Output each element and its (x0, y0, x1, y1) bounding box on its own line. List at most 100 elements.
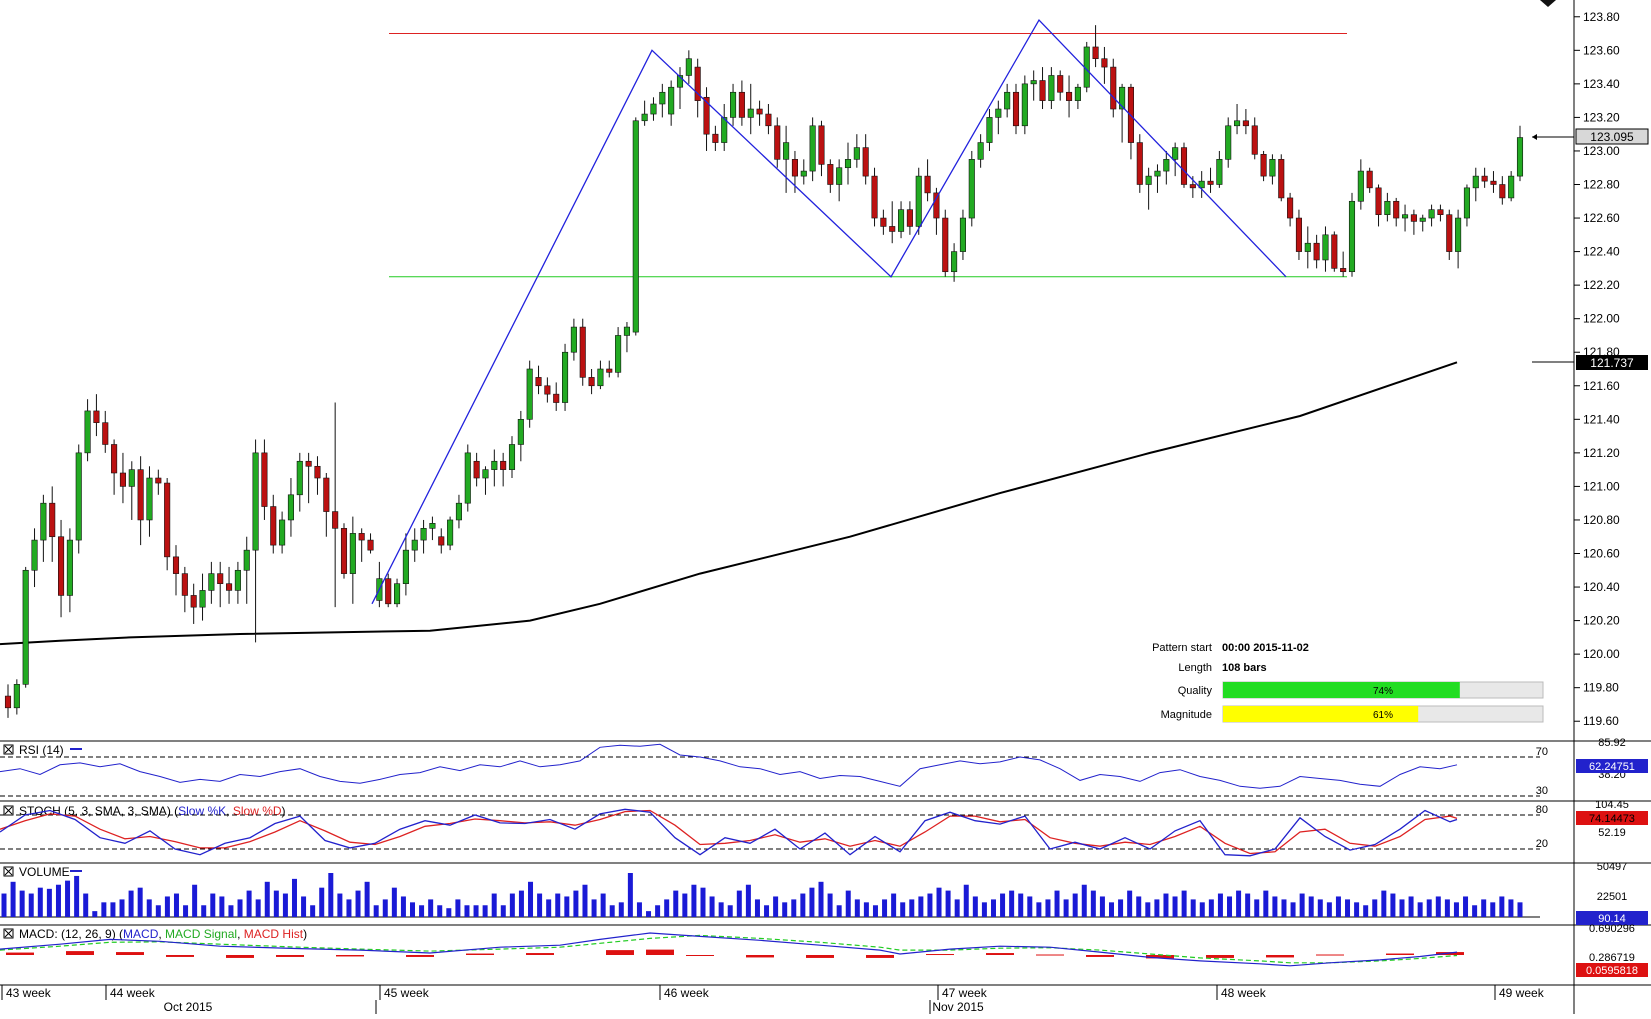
candle (676, 67, 684, 110)
macd-close-icon[interactable] (3, 928, 14, 939)
rsi-value-box (1576, 759, 1648, 773)
price-tick-label: 123.20 (1583, 110, 1620, 124)
volume-bar (872, 905, 878, 917)
candle (836, 159, 843, 202)
candle (1216, 150, 1223, 188)
macd-signal-line (0, 934, 1458, 964)
macd-hist-bar (1316, 954, 1344, 956)
candle (13, 679, 20, 715)
volume-bar (954, 899, 960, 917)
volume-bar (1136, 896, 1142, 917)
support-resistance-lines (389, 33, 1347, 278)
volume-bar (1127, 890, 1133, 917)
macd-hist-bar (226, 955, 254, 958)
price-tick-label: 122.40 (1583, 245, 1620, 259)
macd-hist-bar (986, 953, 1014, 955)
volume-bar (972, 896, 978, 917)
volume-bar (128, 890, 134, 917)
rsi-line (0, 743, 1458, 789)
macd-hist-bar (866, 955, 894, 958)
current-price-marker: 123.095 (1532, 128, 1649, 145)
volume-bar (1363, 905, 1369, 917)
candle (1119, 83, 1126, 143)
volume-close-icon[interactable] (3, 866, 14, 877)
volume-bar (809, 887, 815, 917)
volume-bar (1372, 899, 1378, 917)
volume-bar (1108, 902, 1114, 917)
price-tick-label: 121.40 (1583, 412, 1620, 426)
quality-percent: 74% (1373, 686, 1393, 697)
volume-bar (1154, 899, 1160, 917)
candle (694, 58, 701, 118)
volume-bar (473, 905, 479, 917)
price-tick-label: 120.80 (1583, 513, 1620, 527)
candle (1402, 204, 1409, 232)
macd-panel: MACD: (12, 26, 9) (MACD, MACD Signal, MA… (0, 923, 1648, 977)
volume-bar (1009, 890, 1015, 917)
volume-bar (1072, 893, 1078, 917)
macd-hist-bar (166, 955, 194, 957)
price-tick-label: 123.60 (1583, 43, 1620, 57)
volume-bar (500, 905, 506, 917)
price-tick-label: 120.00 (1583, 647, 1620, 661)
magnitude-percent: 61% (1373, 710, 1393, 721)
volume-bar (1308, 896, 1314, 917)
volume-bar (709, 896, 715, 917)
candle (986, 109, 993, 151)
candle (438, 528, 445, 554)
volume-bar (754, 899, 760, 917)
volume-bar (782, 902, 788, 917)
volume-bar (546, 899, 552, 917)
candle (747, 83, 754, 135)
volume-bar (791, 899, 797, 917)
stoch-k-line (0, 808, 1458, 857)
week-label: 45 week (384, 986, 430, 1000)
volume-bar (1517, 902, 1523, 917)
candle (482, 466, 489, 495)
volume-bar (10, 881, 16, 917)
volume-bar (1390, 893, 1396, 917)
volume-bar (1063, 899, 1069, 917)
volume-bar (1463, 896, 1469, 917)
volume-bar (1263, 890, 1269, 917)
scroll-marker-icon[interactable] (1540, 0, 1556, 7)
candle (844, 142, 852, 185)
macd-current-value: 0.0595818 (1586, 965, 1638, 977)
week-label: 47 week (942, 986, 988, 1000)
candle (234, 561, 241, 604)
volume-bar (664, 899, 670, 917)
candle (1384, 192, 1391, 222)
volume-bar (364, 881, 370, 917)
volume-bar (410, 902, 416, 917)
candle (871, 167, 878, 227)
volume-bar (437, 905, 443, 917)
volume-bar (1172, 896, 1178, 917)
volume-bar (573, 890, 579, 917)
candle (1021, 75, 1028, 135)
candle (827, 159, 834, 193)
candle (1074, 83, 1081, 110)
candle (261, 439, 268, 520)
volume-bar (836, 905, 842, 917)
stoch-current-value: 74.14473 (1589, 813, 1635, 825)
price-tick-label: 119.60 (1583, 714, 1619, 728)
candle (942, 209, 949, 277)
volume-bar (1181, 890, 1187, 917)
candle (447, 516, 454, 551)
length-label: Length (1178, 662, 1212, 674)
candle (570, 318, 577, 361)
volume-bar (1490, 902, 1496, 917)
volume-bar (1417, 902, 1423, 917)
volume-bar (636, 902, 642, 917)
volume-bar (1435, 896, 1441, 917)
volume-bar (482, 905, 488, 917)
macd-hist-bar (646, 949, 674, 955)
volume-bar (264, 881, 270, 917)
volume-bar (1245, 893, 1251, 917)
volume-bar (945, 890, 951, 917)
volume-bar (1099, 896, 1105, 917)
candle (800, 159, 807, 185)
rsi-close-icon[interactable] (3, 744, 14, 755)
macd-hist-bar (6, 952, 34, 955)
